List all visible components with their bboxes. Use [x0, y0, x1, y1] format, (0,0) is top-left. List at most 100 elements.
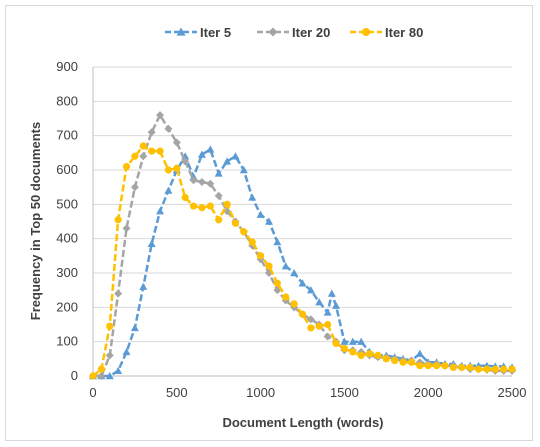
data-point [315, 322, 323, 330]
series-iter-5 [89, 145, 516, 380]
data-point [130, 183, 139, 192]
data-point [197, 178, 206, 187]
data-point [198, 204, 206, 212]
data-point [508, 365, 516, 373]
data-point [231, 152, 240, 160]
data-point [122, 224, 131, 233]
data-point [391, 356, 399, 365]
x-tick-label: 1000 [246, 385, 275, 400]
data-point [324, 320, 332, 329]
data-point [281, 262, 290, 270]
legend-label: Iter 80 [385, 25, 423, 40]
data-point [206, 179, 215, 188]
data-point [248, 193, 257, 201]
x-tick-labels: 0 500 1000 1500 2000 2500 [89, 385, 526, 400]
data-point [156, 111, 165, 120]
data-point [340, 344, 348, 353]
data-point [114, 366, 123, 375]
data-point [365, 350, 374, 358]
legend-item: Iter 5 [165, 25, 231, 40]
y-tick-label: 400 [56, 231, 78, 246]
data-point [382, 355, 390, 363]
data-point [206, 202, 214, 210]
data-point [424, 362, 432, 370]
data-point [139, 152, 148, 161]
y-tick-label: 600 [56, 162, 78, 177]
data-point [130, 323, 139, 332]
data-point [172, 138, 181, 147]
data-point [147, 239, 156, 248]
y-tick-labels: 0 100 200 300 400 500 600 700 800 900 [56, 59, 78, 383]
y-tick-label: 800 [56, 93, 78, 108]
y-tick-label: 700 [56, 128, 78, 143]
data-point [340, 337, 349, 345]
data-point [106, 322, 114, 330]
data-point [131, 152, 139, 160]
data-point [332, 301, 341, 309]
data-point [483, 365, 491, 373]
y-tick-label: 200 [56, 299, 78, 314]
data-point [268, 27, 278, 37]
data-point [223, 207, 232, 216]
data-point [214, 169, 223, 177]
data-point [491, 365, 499, 373]
data-point [176, 27, 186, 36]
data-point [139, 282, 148, 290]
data-point [173, 164, 181, 172]
data-point [349, 348, 357, 356]
data-point [156, 147, 164, 155]
x-tick-label: 1500 [330, 385, 359, 400]
data-point [273, 279, 281, 287]
data-point [105, 351, 114, 360]
data-point [374, 351, 382, 359]
data-point [147, 128, 156, 137]
y-tick-label: 500 [56, 196, 78, 211]
data-point [361, 27, 371, 37]
data-point [441, 362, 449, 370]
data-point [323, 332, 332, 341]
series-line [93, 147, 513, 378]
data-point [215, 216, 223, 224]
data-point [257, 252, 265, 260]
data-point [449, 363, 457, 372]
y-tick-label: 900 [56, 59, 78, 74]
x-tick-label: 2000 [414, 385, 443, 400]
data-point [474, 365, 483, 373]
data-point [298, 310, 307, 318]
data-point [105, 372, 114, 380]
legend-item: Iter 20 [257, 25, 330, 40]
data-point [415, 349, 424, 357]
data-point [181, 193, 189, 202]
data-point [298, 279, 307, 287]
series-iter-80 [89, 142, 516, 380]
legend-item: Iter 80 [350, 25, 423, 40]
data-point [273, 238, 282, 246]
series-group [89, 111, 516, 380]
gridlines [93, 66, 512, 343]
data-point [239, 166, 248, 174]
data-point [256, 210, 265, 218]
data-point [122, 347, 131, 356]
data-point [164, 186, 173, 194]
data-point [231, 219, 240, 227]
data-point [264, 217, 273, 225]
data-point [114, 289, 123, 298]
data-point [97, 372, 106, 380]
data-point [156, 207, 165, 215]
data-point [223, 157, 232, 165]
data-point [248, 238, 256, 246]
data-point [223, 200, 231, 208]
data-point [323, 308, 332, 316]
data-point [307, 324, 315, 332]
data-point [282, 293, 290, 301]
data-point [407, 358, 416, 366]
data-point [148, 147, 156, 155]
data-point [189, 176, 198, 185]
data-point [265, 262, 273, 270]
data-point [114, 216, 122, 224]
data-point [164, 124, 173, 133]
x-tick-label: 500 [166, 385, 188, 400]
data-point [122, 162, 131, 171]
data-point [315, 298, 324, 306]
